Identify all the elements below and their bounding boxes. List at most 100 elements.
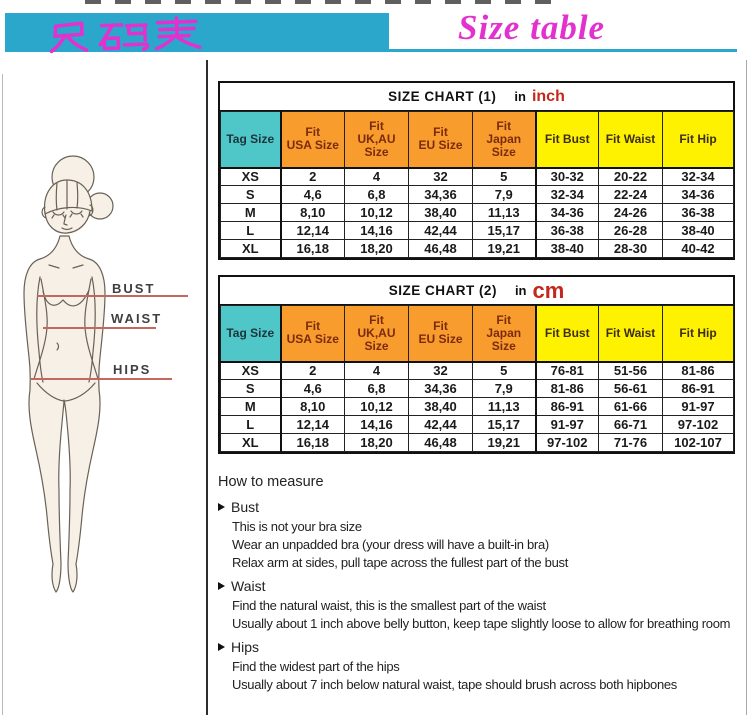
size-value-cell: 8,10 bbox=[280, 397, 345, 416]
size-chart-2: SIZE CHART (2) in cm Tag Size Fit USA Siz… bbox=[218, 275, 735, 454]
measure-instruction: Relax arm at sides, pull tape across the… bbox=[232, 555, 569, 570]
size-value-cell: 102-107 bbox=[662, 433, 734, 452]
size-value-cell: 20-22 bbox=[598, 167, 663, 186]
size-value-cell: 71-76 bbox=[598, 433, 663, 452]
size-chart-1-table: Tag Size Fit USA Size Fit UK,AU Size Fit EU… bbox=[220, 111, 734, 258]
size-value-cell: 40-42 bbox=[662, 239, 734, 258]
size-value-cell: 12,14 bbox=[280, 415, 345, 434]
tag-size-cell: XS bbox=[220, 361, 282, 380]
right-border-line bbox=[746, 60, 747, 715]
size-value-cell: 6,8 bbox=[344, 379, 409, 398]
column-header: Fit Hip bbox=[662, 111, 734, 169]
size-value-cell: 7,9 bbox=[472, 185, 537, 204]
size-value-cell: 46,48 bbox=[408, 239, 473, 258]
column-header-row: Tag Size Fit USA Size Fit UK,AU Size Fit EU… bbox=[220, 111, 734, 169]
waist-label: WAIST bbox=[111, 311, 163, 326]
tag-size-cell: XL bbox=[220, 433, 282, 452]
column-header: Fit USA Size bbox=[280, 305, 345, 363]
size-value-cell: 91-97 bbox=[535, 415, 599, 434]
size-value-cell: 22-24 bbox=[598, 185, 663, 204]
size-row: XL 16,18 18,20 46,48 19,21 97-102 71-76 102-107 bbox=[220, 433, 734, 452]
size-value-cell: 34,36 bbox=[408, 379, 473, 398]
waist-pointer-line bbox=[43, 327, 156, 329]
column-header: Fit Bust bbox=[535, 305, 599, 363]
size-row: XL 16,18 18,20 46,48 19,21 38-40 28-30 40-42 bbox=[220, 239, 734, 258]
size-row: M 8,10 10,12 38,40 11,13 34-36 24-26 36-38 bbox=[220, 203, 734, 222]
size-value-cell: 38-40 bbox=[662, 221, 734, 240]
tag-size-cell: XS bbox=[220, 167, 282, 186]
left-border-line bbox=[2, 74, 3, 715]
measure-instruction: Usually about 1 inch above belly button,… bbox=[232, 616, 731, 631]
tag-size-cell: S bbox=[220, 379, 282, 398]
column-header-row: Tag Size Fit USA Size Fit UK,AU Size Fit EU… bbox=[220, 305, 734, 363]
tag-size-cell: S bbox=[220, 185, 282, 204]
column-header: Fit UK,AU Size bbox=[344, 111, 409, 169]
measure-instruction: Usually about 7 inch below natural waist… bbox=[232, 677, 678, 692]
size-value-cell: 5 bbox=[472, 167, 537, 186]
measure-label: Waist bbox=[231, 578, 266, 594]
column-header: Fit EU Size bbox=[408, 305, 473, 363]
measure-section-bust: Bust This is not your bra size Wear an u… bbox=[218, 498, 748, 572]
size-row: S 4,6 6,8 34,36 7,9 32-34 22-24 34-36 bbox=[220, 185, 734, 204]
size-value-cell: 8,10 bbox=[280, 203, 345, 222]
measure-instruction: Find the widest part of the hips bbox=[232, 659, 400, 674]
size-value-cell: 46,48 bbox=[408, 433, 473, 452]
size-value-cell: 14,16 bbox=[344, 221, 409, 240]
bullet-triangle-icon bbox=[218, 643, 225, 651]
chart-title-text: SIZE CHART (2) bbox=[388, 283, 497, 298]
size-value-cell: 36-38 bbox=[535, 221, 599, 240]
size-row: XS 2 4 32 5 76-81 51-56 81-86 bbox=[220, 361, 734, 380]
size-value-cell: 34-36 bbox=[662, 185, 734, 204]
size-value-cell: 51-56 bbox=[598, 361, 663, 380]
tag-size-cell: L bbox=[220, 415, 282, 434]
size-value-cell: 14,16 bbox=[344, 415, 409, 434]
size-value-cell: 4,6 bbox=[280, 185, 345, 204]
bullet-triangle-icon bbox=[218, 582, 225, 590]
size-value-cell: 7,9 bbox=[472, 379, 537, 398]
unit-label: inch bbox=[531, 87, 565, 105]
size-row: L 12,14 14,16 42,44 15,17 91-97 66-71 97-102 bbox=[220, 415, 734, 434]
size-value-cell: 5 bbox=[472, 361, 537, 380]
size-value-cell: 18,20 bbox=[344, 239, 409, 258]
tag-size-cell: L bbox=[220, 221, 282, 240]
hips-label: HIPS bbox=[113, 362, 152, 377]
column-header: Fit Waist bbox=[598, 111, 663, 169]
column-header: Fit Bust bbox=[535, 111, 599, 169]
size-chart-2-table: Tag Size Fit USA Size Fit UK,AU Size Fit EU… bbox=[220, 305, 734, 452]
how-to-measure-heading: How to measure bbox=[218, 474, 324, 490]
top-edge-artifact bbox=[85, 0, 555, 4]
size-value-cell: 42,44 bbox=[408, 415, 473, 434]
size-value-cell: 4 bbox=[344, 361, 409, 380]
size-value-cell: 81-86 bbox=[535, 379, 599, 398]
tag-size-cell: M bbox=[220, 397, 282, 416]
size-value-cell: 32-34 bbox=[662, 167, 734, 186]
size-value-cell: 2 bbox=[280, 167, 345, 186]
size-value-cell: 66-71 bbox=[598, 415, 663, 434]
size-value-cell: 32 bbox=[408, 361, 473, 380]
size-chart-2-title-row: SIZE CHART (2) in cm bbox=[220, 277, 733, 305]
column-header: Fit Hip bbox=[662, 305, 734, 363]
measure-instruction: This is not your bra size bbox=[232, 519, 362, 534]
measure-instruction: Wear an unpadded bra (your dress will ha… bbox=[232, 537, 549, 552]
unit-prefix: in bbox=[514, 283, 527, 298]
body-measurement-figure bbox=[23, 155, 114, 593]
bust-pointer-line bbox=[37, 295, 188, 297]
bullet-triangle-icon bbox=[218, 503, 225, 511]
size-value-cell: 34-36 bbox=[535, 203, 599, 222]
size-value-cell: 38,40 bbox=[408, 203, 473, 222]
size-value-cell: 97-102 bbox=[535, 433, 599, 452]
size-value-cell: 34,36 bbox=[408, 185, 473, 204]
size-value-cell: 86-91 bbox=[535, 397, 599, 416]
column-header: Fit EU Size bbox=[408, 111, 473, 169]
size-value-cell: 42,44 bbox=[408, 221, 473, 240]
size-value-cell: 19,21 bbox=[472, 239, 537, 258]
size-value-cell: 10,12 bbox=[344, 397, 409, 416]
column-header: Fit UK,AU Size bbox=[344, 305, 409, 363]
measure-section-hips: Hips Find the widest part of the hips Us… bbox=[218, 638, 748, 694]
size-value-cell: 32 bbox=[408, 167, 473, 186]
size-value-cell: 81-86 bbox=[662, 361, 734, 380]
size-value-cell: 32-34 bbox=[535, 185, 599, 204]
size-value-cell: 56-61 bbox=[598, 379, 663, 398]
size-value-cell: 6,8 bbox=[344, 185, 409, 204]
